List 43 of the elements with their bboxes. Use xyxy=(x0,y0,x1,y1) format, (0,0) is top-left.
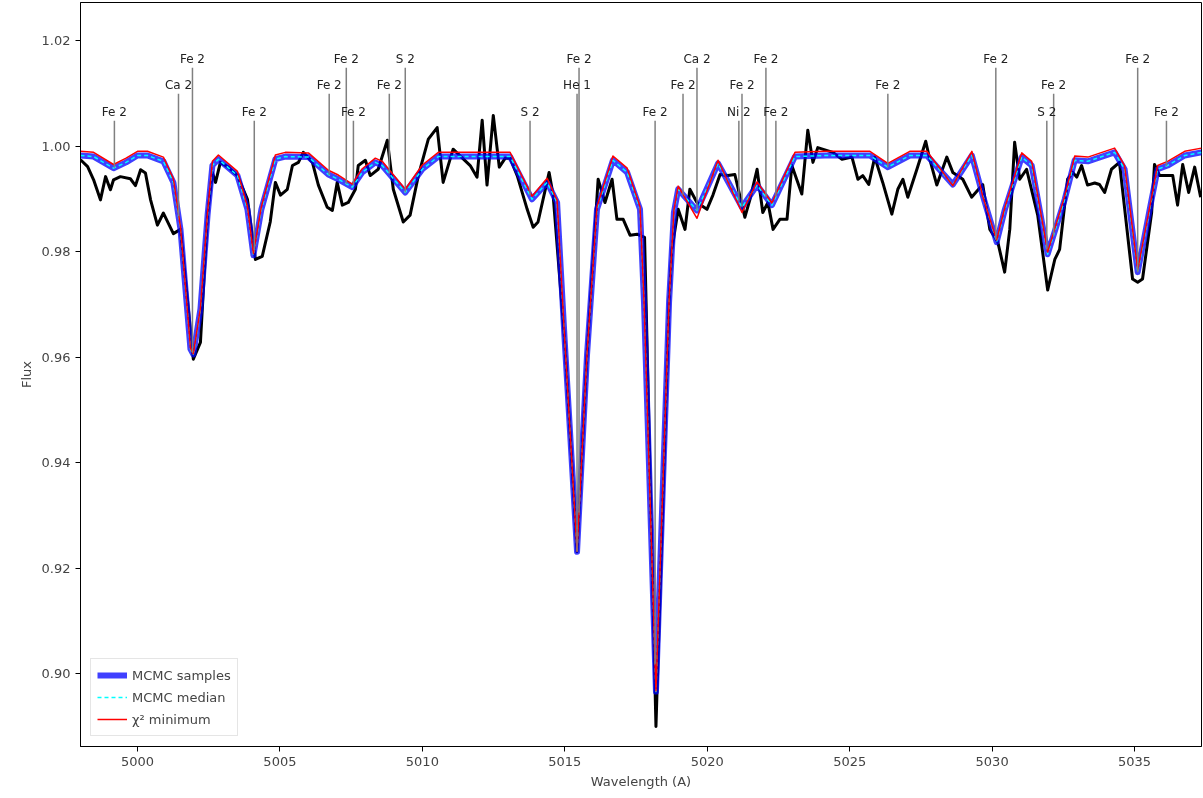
ref-line-label: Fe 2 xyxy=(316,78,342,93)
x-tick-label: 5035 xyxy=(1118,753,1152,769)
legend-label: MCMC samples xyxy=(132,667,231,683)
y-tick-label: 0.90 xyxy=(41,666,71,682)
ref-line-label: Fe 2 xyxy=(241,105,267,120)
ref-line-label: Fe 2 xyxy=(983,52,1009,67)
ref-line-label: Fe 2 xyxy=(1153,105,1179,120)
x-tick-label: 5005 xyxy=(263,753,297,769)
ref-line-label: Fe 2 xyxy=(1125,52,1151,67)
ref-line-label: Ni 2 xyxy=(726,105,751,120)
y-axis-title: Flux xyxy=(18,360,34,389)
ref-line-label: Fe 2 xyxy=(101,105,127,120)
ref-line-label: Fe 2 xyxy=(333,52,359,67)
legend-label: MCMC median xyxy=(132,689,226,705)
ref-line-label: Fe 2 xyxy=(1041,78,1067,93)
x-tick-label: 5025 xyxy=(833,753,867,769)
ref-line-label: S 2 xyxy=(395,52,415,67)
x-axis-title: Wavelength (A) xyxy=(590,773,692,789)
ref-line-label: Fe 2 xyxy=(179,52,205,67)
ref-line-label: Fe 2 xyxy=(753,52,779,67)
x-tick-label: 5030 xyxy=(975,753,1009,769)
ref-line-label: Fe 2 xyxy=(670,78,696,93)
ref-line-label: Fe 2 xyxy=(729,78,755,93)
x-tick-label: 5000 xyxy=(120,753,155,769)
ref-line-label: Fe 2 xyxy=(763,105,789,120)
x-tick-label: 5020 xyxy=(690,753,724,769)
ref-line-label: Fe 2 xyxy=(875,78,901,93)
y-tick-label: 0.94 xyxy=(41,455,71,471)
ref-line-label: Ca 2 xyxy=(164,78,193,93)
ref-line-label: Fe 2 xyxy=(566,52,592,67)
y-tick-label: 0.92 xyxy=(41,560,71,576)
y-tick-label: 1.02 xyxy=(41,32,71,48)
y-tick-label: 0.98 xyxy=(41,244,71,260)
x-tick-label: 5015 xyxy=(548,753,582,769)
y-tick-label: 1.00 xyxy=(41,138,71,154)
legend-label: χ² minimum xyxy=(132,711,211,727)
x-tick-label: 5010 xyxy=(405,753,439,769)
ref-line-label: Fe 2 xyxy=(642,105,668,120)
y-tick-label: 0.96 xyxy=(41,349,71,365)
ref-line-label: He 1 xyxy=(563,78,591,93)
ref-line-label: S 2 xyxy=(520,105,540,120)
ref-line-label: Fe 2 xyxy=(376,78,402,93)
ref-line-label: Ca 2 xyxy=(683,52,711,67)
